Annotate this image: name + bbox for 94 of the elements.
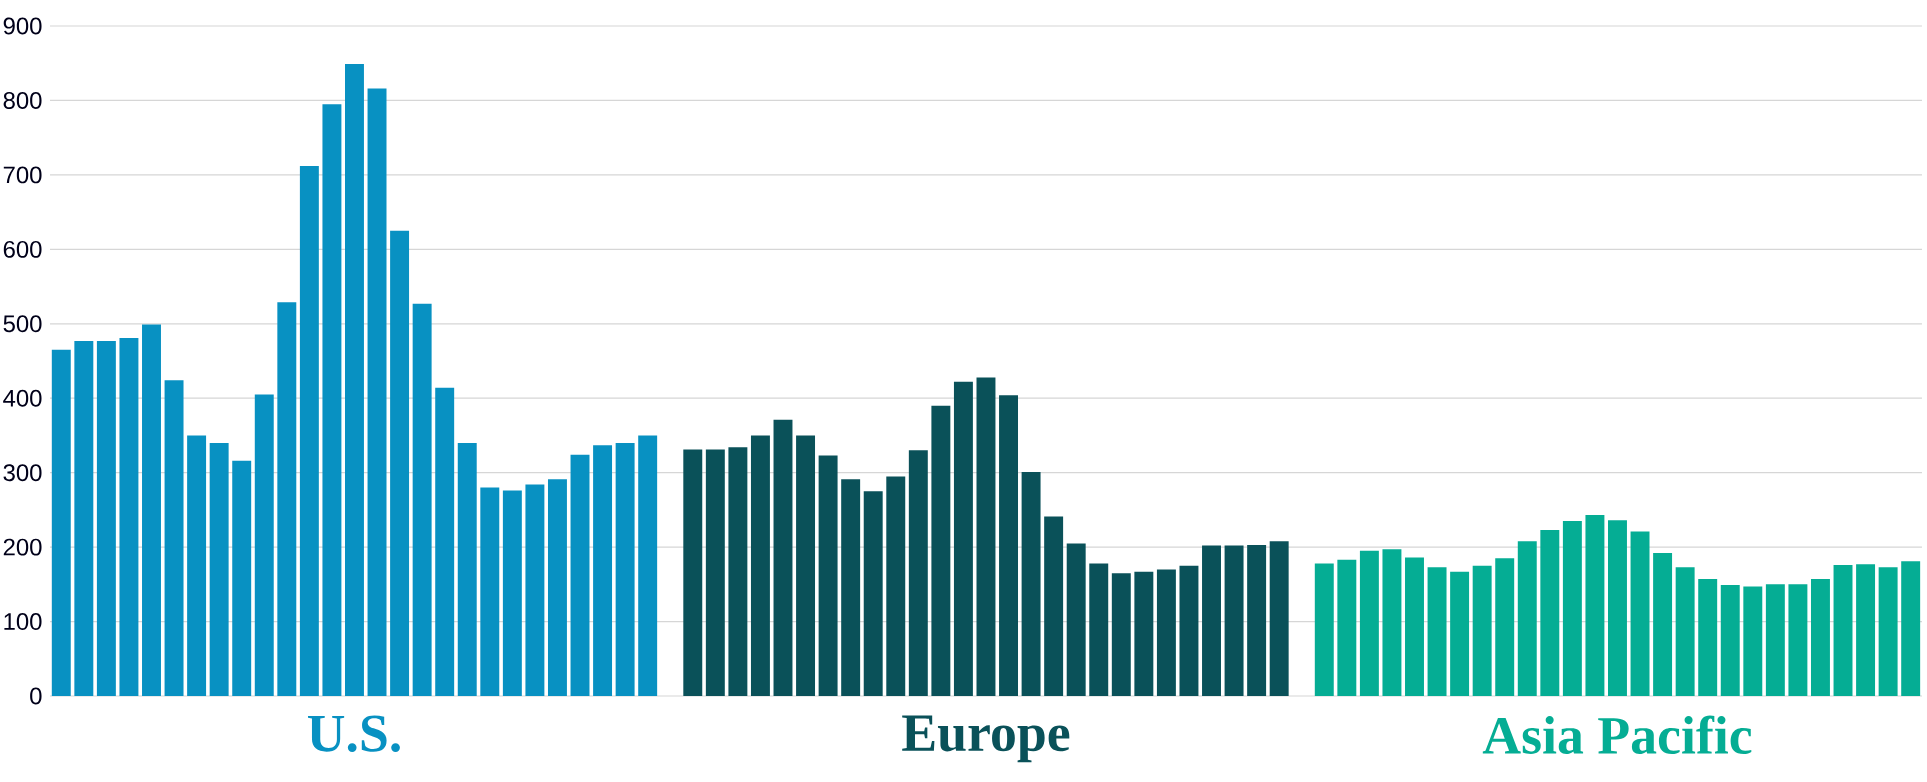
- bar: [1044, 516, 1064, 696]
- bar: [773, 419, 793, 696]
- bar: [119, 337, 139, 696]
- bar: [1608, 520, 1627, 696]
- bar: [570, 454, 590, 696]
- bar: [1743, 586, 1763, 696]
- bar: [1134, 571, 1154, 696]
- bar: [525, 484, 545, 696]
- bar: [299, 165, 319, 696]
- bar: [457, 442, 477, 696]
- bar: [593, 445, 613, 696]
- bar: [1111, 573, 1131, 696]
- bar: [1901, 561, 1921, 696]
- bar: [1382, 549, 1402, 696]
- bar: [615, 442, 635, 696]
- bar: [1021, 471, 1041, 696]
- bar: [412, 303, 432, 696]
- bar: [1337, 559, 1357, 696]
- bar: [367, 88, 387, 696]
- bar: [209, 442, 229, 696]
- y-tick-label: 0: [30, 687, 42, 705]
- bar: [547, 479, 567, 696]
- bar: [322, 104, 342, 696]
- y-tick-label: 900: [3, 17, 42, 35]
- bar: [1517, 541, 1537, 696]
- y-tick-label: 600: [3, 240, 42, 258]
- bar: [1856, 564, 1876, 696]
- bar: [345, 63, 364, 696]
- y-tick-label: 400: [3, 389, 42, 407]
- bar: [908, 450, 928, 696]
- bar: [863, 491, 883, 696]
- bar: [1156, 569, 1176, 696]
- bar: [277, 302, 297, 696]
- y-tick-label: 200: [3, 538, 42, 556]
- series-label: U.S.: [307, 715, 400, 752]
- bar: [74, 340, 94, 696]
- bar: [1247, 544, 1267, 696]
- bar: [728, 447, 748, 696]
- series-label: Europe: [902, 715, 1070, 763]
- bar: [1788, 584, 1808, 696]
- bar: [841, 479, 861, 696]
- bar: [1540, 529, 1560, 696]
- bar: [1224, 545, 1244, 696]
- bar: [1269, 541, 1289, 696]
- bar: [750, 435, 770, 696]
- bar: [1698, 579, 1718, 696]
- y-tick-label: 800: [3, 91, 42, 109]
- bar: [1630, 531, 1650, 696]
- bar: [232, 460, 252, 696]
- bar: [1585, 515, 1605, 696]
- bar: [1720, 585, 1740, 696]
- bar: [931, 405, 951, 696]
- bar: [1562, 521, 1582, 696]
- bar: [1089, 563, 1109, 696]
- y-tick-label: 500: [3, 315, 42, 333]
- bar: [254, 394, 274, 696]
- bar: [999, 395, 1018, 696]
- bar: [187, 435, 207, 696]
- bar: [1202, 545, 1221, 696]
- bar: [1833, 564, 1853, 696]
- bar: [638, 435, 658, 696]
- bar: [1066, 543, 1086, 696]
- series-label: Asia Pacific: [1482, 715, 1752, 754]
- y-tick-label: 700: [3, 166, 42, 184]
- bar: [51, 349, 71, 696]
- bar: [886, 476, 906, 696]
- bar: [502, 490, 522, 696]
- bar: [1653, 553, 1673, 696]
- bar: [953, 381, 973, 696]
- bar: [818, 455, 838, 696]
- bar: [1675, 567, 1695, 696]
- bar: [1878, 567, 1898, 696]
- bar: [1359, 550, 1379, 696]
- bar: [1179, 565, 1199, 696]
- bar: [1765, 584, 1785, 696]
- bar: [96, 340, 116, 696]
- bar: [164, 380, 184, 696]
- y-tick-label: 100: [4, 613, 42, 631]
- bar: [1450, 571, 1470, 696]
- bar: [705, 449, 725, 696]
- bar: [976, 377, 996, 696]
- bar: [683, 449, 703, 696]
- bar: [480, 487, 500, 696]
- bar: [1405, 557, 1424, 696]
- bar: [1810, 579, 1830, 696]
- bar: [1495, 558, 1515, 696]
- bar: [796, 435, 816, 696]
- bar: [1314, 563, 1334, 696]
- bar: [1472, 565, 1492, 696]
- bar: [142, 324, 161, 696]
- y-tick-label: 300: [3, 464, 42, 482]
- bar: [435, 387, 455, 696]
- bar: [1427, 567, 1447, 696]
- bar: [390, 230, 410, 696]
